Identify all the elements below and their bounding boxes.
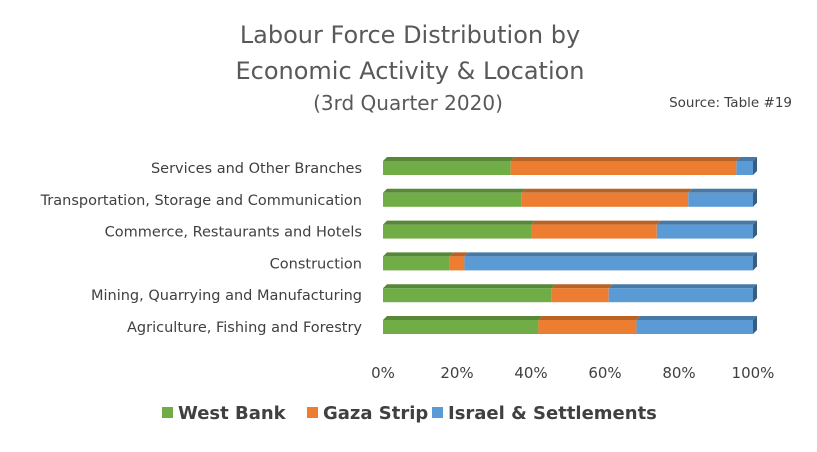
bar-segment: [531, 224, 657, 239]
source-note: Source: Table #19: [669, 95, 792, 111]
category-label: Commerce, Restaurants and Hotels: [105, 225, 362, 241]
x-tick-label: 40%: [514, 364, 547, 382]
bar-segment: [383, 224, 531, 239]
chart-title: Labour Force Distribution by Economic Ac…: [235, 21, 584, 85]
bar-segment-top: [449, 252, 469, 257]
legend-label: West Bank: [178, 403, 287, 424]
legend-item: West Bank: [162, 403, 287, 424]
chart-subtitle: (3rd Quarter 2020): [313, 91, 503, 115]
category-label: Services and Other Branches: [151, 161, 362, 177]
x-axis-ticks: 0% 20% 40% 60% 80% 100%: [371, 364, 774, 382]
bar-segment-top: [531, 220, 661, 225]
bar-segment: [538, 320, 637, 334]
bar-end-face: [753, 157, 757, 175]
bar-row: [383, 220, 757, 239]
bar-segment-top: [383, 157, 515, 161]
bar-segment: [383, 256, 450, 271]
bar-segment-top: [383, 188, 526, 193]
bar-segment-top: [510, 157, 741, 161]
legend-swatch: [162, 407, 173, 418]
bar-segment: [383, 161, 511, 175]
bar-segment: [636, 320, 753, 334]
category-label: Agriculture, Fishing and Forestry: [127, 320, 362, 336]
bar-end-face: [753, 252, 757, 271]
bar-end-face: [753, 284, 757, 303]
bar-row: [383, 157, 757, 175]
legend-swatch: [307, 407, 318, 418]
legend-item: Israel & Settlements: [432, 403, 657, 424]
bar-segment-top: [521, 188, 693, 193]
legend-label: Gaza Strip: [323, 403, 428, 424]
bar-segment-top: [551, 284, 613, 289]
bar-segment: [464, 256, 753, 271]
x-tick-label: 80%: [662, 364, 695, 382]
category-label: Transportation, Storage and Communicatio…: [40, 193, 362, 209]
bar-segment-top: [688, 188, 757, 193]
bar-segment: [656, 224, 753, 239]
x-tick-label: 20%: [440, 364, 473, 382]
x-tick-label: 60%: [588, 364, 621, 382]
bar-segment: [608, 288, 753, 303]
bar-segment: [383, 192, 522, 207]
bar-end-face: [753, 220, 757, 239]
x-tick-label: 0%: [371, 364, 395, 382]
bar-segment-top: [383, 316, 543, 320]
bar-segment: [736, 161, 753, 175]
plot-area: [383, 157, 757, 334]
category-label: Construction: [270, 256, 362, 272]
bar-segment: [551, 288, 609, 303]
bar-row: [383, 284, 757, 303]
bar-segment-top: [464, 252, 757, 257]
bar-segment: [510, 161, 737, 175]
bar-end-face: [753, 316, 757, 334]
category-label: Mining, Quarrying and Manufacturing: [91, 288, 362, 304]
bar-segment-top: [636, 316, 757, 320]
legend-swatch: [432, 407, 443, 418]
legend-label: Israel & Settlements: [448, 403, 657, 424]
x-tick-label: 100%: [732, 364, 775, 382]
bar-segment-top: [383, 284, 556, 289]
bar-segment: [383, 288, 552, 303]
bar-segment-top: [736, 157, 757, 161]
bar-segment: [521, 192, 689, 207]
bar-segment: [449, 256, 465, 271]
bar-segment: [383, 320, 539, 334]
bar-end-face: [753, 188, 757, 207]
legend: West Bank Gaza Strip Israel & Settlements: [162, 403, 657, 424]
bar-segment-top: [538, 316, 641, 320]
bar-row: [383, 316, 757, 334]
bar-row: [383, 188, 757, 207]
bar-segment-top: [383, 220, 535, 225]
bar-segment-top: [656, 220, 757, 225]
category-labels: Services and Other Branches Transportatio…: [40, 161, 363, 336]
chart-title-line-1: Labour Force Distribution by: [240, 21, 580, 49]
legend-item: Gaza Strip: [307, 403, 428, 424]
bar-segment-top: [383, 252, 454, 257]
bar-segment-top: [608, 284, 757, 289]
chart-title-line-2: Economic Activity & Location: [235, 57, 584, 85]
bar-row: [383, 252, 757, 271]
bar-segment: [688, 192, 753, 207]
